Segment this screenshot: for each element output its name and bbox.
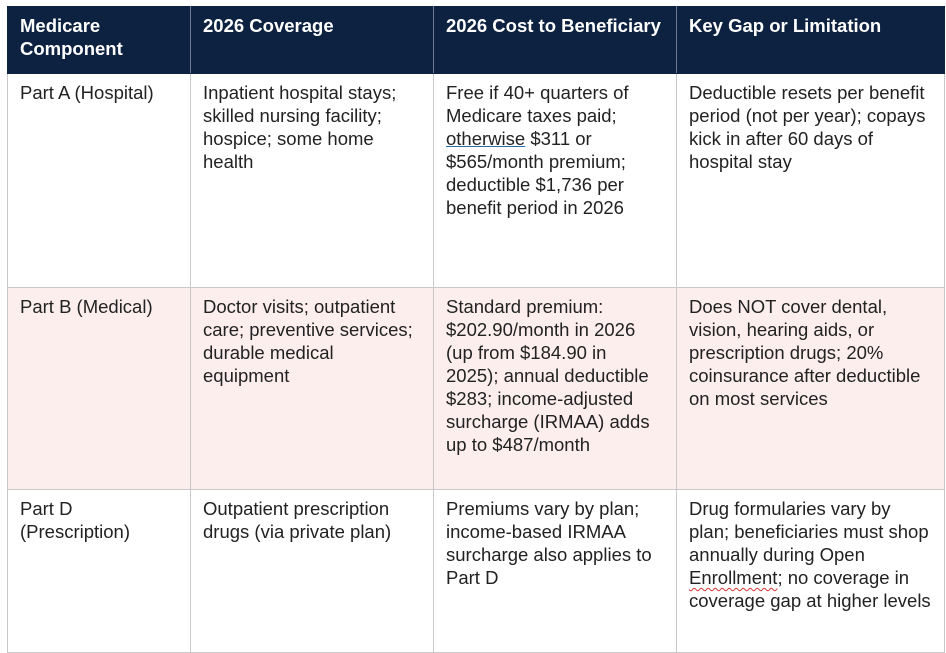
table-row-part-a: Part A (Hospital) Inpatient hospital sta…	[7, 73, 945, 288]
cell-component: Part D (Prescription)	[7, 489, 191, 653]
spellcheck-flagged-word: Enrollment	[689, 567, 778, 588]
cell-component: Part A (Hospital)	[7, 73, 191, 288]
header-cell-component: Medicare Component	[7, 6, 191, 74]
cell-gap-text: Deductible resets per benefit period (no…	[689, 82, 926, 172]
table-row-part-d: Part D (Prescription) Outpatient prescri…	[7, 489, 945, 653]
cell-coverage: Inpatient hospital stays; skilled nursin…	[190, 73, 434, 288]
cell-cost: Free if 40+ quarters of Medicare taxes p…	[433, 73, 677, 288]
cell-gap-text: Does NOT cover dental, vision, hearing a…	[689, 296, 921, 409]
cell-coverage: Doctor visits; outpatient care; preventi…	[190, 287, 434, 490]
header-cell-coverage: 2026 Coverage	[190, 6, 434, 74]
header-cell-cost: 2026 Cost to Beneficiary	[433, 6, 677, 74]
cell-cost-text: Free if 40+ quarters of Medicare taxes p…	[446, 82, 629, 126]
cell-gap: Does NOT cover dental, vision, hearing a…	[676, 287, 945, 490]
cell-gap: Drug formularies vary by plan; beneficia…	[676, 489, 945, 653]
cell-cost-text: Standard premium: $202.90/month in 2026 …	[446, 296, 650, 455]
cell-gap-text: Drug formularies vary by plan; beneficia…	[689, 498, 929, 565]
cell-component: Part B (Medical)	[7, 287, 191, 490]
cell-cost: Premiums vary by plan; income-based IRMA…	[433, 489, 677, 653]
underlined-word: otherwise	[446, 128, 526, 149]
cell-cost-text-rest: $311 or $565/month premium; deductible $…	[446, 128, 626, 218]
medicare-table: Medicare Component 2026 Coverage 2026 Co…	[7, 6, 945, 653]
header-row: Medicare Component 2026 Coverage 2026 Co…	[7, 6, 945, 74]
cell-cost: Standard premium: $202.90/month in 2026 …	[433, 287, 677, 490]
cell-gap: Deductible resets per benefit period (no…	[676, 73, 945, 288]
header-cell-gap: Key Gap or Limitation	[676, 6, 945, 74]
table-row-part-b: Part B (Medical) Doctor visits; outpatie…	[7, 287, 945, 490]
cell-coverage: Outpatient prescription drugs (via priva…	[190, 489, 434, 653]
cell-cost-text: Premiums vary by plan; income-based IRMA…	[446, 498, 652, 588]
